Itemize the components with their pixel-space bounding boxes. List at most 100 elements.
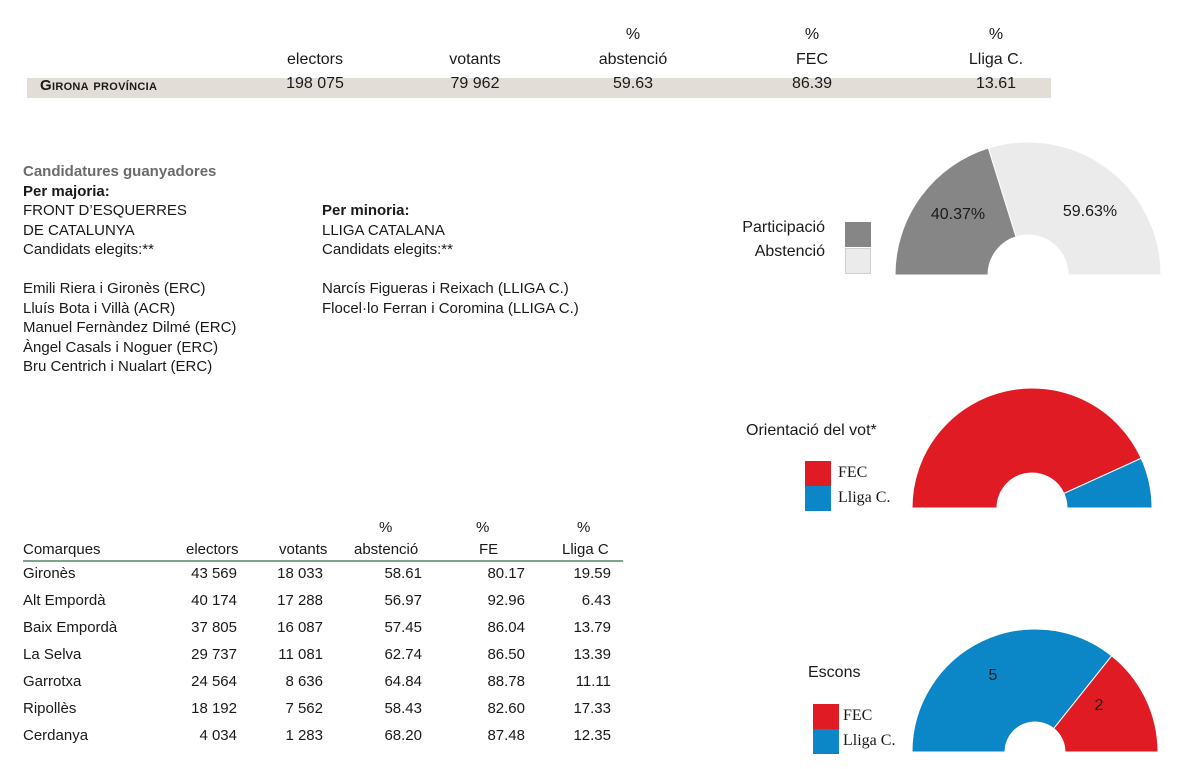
legend-swatch-fec [805, 461, 831, 486]
escons-data-label: 2 [1095, 697, 1104, 714]
table-cell-value: 8 636 [285, 673, 323, 690]
majoria-candidate: Bru Centrich i Nualart (ERC) [23, 358, 213, 375]
table-header-divider [23, 560, 623, 562]
table-cell-value: 58.43 [384, 700, 422, 717]
table-cell-value: 62.74 [384, 646, 422, 663]
table-cell-value: 86.04 [487, 619, 525, 636]
legend-abstencio: Abstenció [754, 243, 825, 260]
escons-slice-fec [1053, 655, 1159, 753]
table-row: Cerdanya 4 034 1 283 68.20 87.48 12.35 [23, 723, 623, 750]
table-cell-value: 24 564 [191, 673, 237, 690]
table-cell-value: 6.43 [581, 592, 611, 609]
table-cell-value: 40 174 [191, 592, 237, 609]
table-header-row: % % % Comarques electors votants abstenc… [23, 517, 623, 562]
escons-slice-lliga-c [911, 628, 1113, 753]
table-cell-comarca: Cerdanya [23, 727, 89, 744]
participacio-data-label: 40.37% [931, 206, 985, 223]
participacio-slice-participaci [894, 147, 1017, 276]
table-cell-value: 19.59 [573, 565, 611, 582]
table-header-electors: electors [186, 541, 239, 558]
participacio-slice-abstenci [987, 141, 1162, 276]
table-header-top-fe: % [476, 519, 490, 536]
legend-swatch-lliga [805, 486, 831, 511]
table-cell-value: 56.97 [384, 592, 422, 609]
minoria-candidate: Flocel·lo Ferran i Coromina (LLIGA C.) [322, 299, 579, 317]
table-cell-value: 88.78 [487, 673, 525, 690]
table-cell-value: 68.20 [384, 727, 422, 744]
candidatures-title: Candidatures guanyadores [23, 163, 217, 180]
table-header-top-abstencio: % [379, 519, 393, 536]
table-cell-value: 1 283 [285, 727, 323, 744]
minoria-candidate: Narcís Figueras i Reixach (LLIGA C.) [322, 280, 569, 297]
table-cell-value: 82.60 [487, 700, 525, 717]
table-cell-value: 86.50 [487, 646, 525, 663]
table-row: Alt Empordà 40 174 17 288 56.97 92.96 6.43 [23, 588, 623, 615]
minoria-party: LLIGA CATALANA [322, 221, 445, 239]
legend-swatch-escons-lliga [813, 729, 839, 754]
majoria-label: Per majoria: [23, 182, 110, 200]
table-header-comarques: Comarques [23, 541, 101, 558]
majoria-party-line1: FRONT D’ESQUERRES [23, 202, 187, 219]
orientacio-slice-fec [911, 387, 1142, 509]
table-cell-value: 11.11 [575, 673, 611, 690]
table-cell-value: 64.84 [384, 673, 422, 690]
escons-half-donut: 52 [911, 628, 1159, 753]
table-row: Garrotxa 24 564 8 636 64.84 88.78 11.11 [23, 669, 623, 696]
table-cell-value: 16 087 [277, 619, 323, 636]
table-row: Baix Empordà 37 805 16 087 57.45 86.04 13.79 [23, 615, 623, 642]
summary-value-electors: 198 075 [286, 75, 344, 92]
table-cell-value: 12.35 [573, 727, 611, 744]
summary-value-lliga: 13.61 [975, 75, 1017, 92]
legend-swatch-escons-fec [813, 704, 839, 729]
majoria-party-line2: DE CATALUNYA [23, 221, 135, 239]
table-cell-value: 17.33 [573, 700, 611, 717]
table-cell-value: 29 737 [191, 646, 237, 663]
majoria-candidate: Lluís Bota i Villà (ACR) [23, 299, 176, 317]
comarques-table: % % % Comarques electors votants abstenc… [23, 517, 623, 750]
table-header-abstencio: abstenció [354, 541, 419, 558]
table-header-lliga: Lliga C [562, 541, 609, 558]
table-cell-comarca: Ripollès [23, 700, 77, 717]
candidatures-minoria: Per minoria: LLIGA CATALANA Candidats el… [322, 201, 642, 318]
legend-swatch-abstencio [845, 248, 871, 274]
table-cell-value: 13.39 [573, 646, 611, 663]
summary-header-votants: votants [449, 51, 501, 68]
table-body: Gironès 43 569 18 033 58.61 80.17 19.59 Alt Em… [23, 561, 623, 750]
table-cell-comarca: La Selva [23, 646, 82, 663]
legend-swatch-participacio [845, 222, 871, 247]
summary-value-votants: 79 962 [450, 75, 500, 92]
summary-value-fec: 86.39 [791, 75, 833, 92]
summary-header-lliga: Lliga C. [968, 51, 1024, 68]
table-cell-value: 37 805 [191, 619, 237, 636]
legend-lliga: Lliga C. [838, 489, 891, 506]
table-cell-comarca: Alt Empordà [23, 592, 106, 609]
majoria-candidate: Manuel Fernàndez Dilmé (ERC) [23, 319, 237, 336]
majoria-elected-label: Candidats elegits:** [23, 241, 154, 258]
table-cell-value: 18 192 [191, 700, 237, 717]
table-cell-value: 43 569 [191, 565, 237, 582]
minoria-elected-label: Candidats elegits:** [322, 241, 453, 258]
table-cell-value: 7 562 [285, 700, 323, 717]
table-cell-comarca: Garrotxa [23, 673, 82, 690]
chart-orientacio-title: Orientació del vot* [746, 422, 877, 439]
summary-header-top-abstencio: % [625, 26, 641, 43]
table-cell-value: 92.96 [487, 592, 525, 609]
orientacio-slice-lliga-c [1063, 457, 1153, 509]
table-header-top-lliga: % [577, 519, 591, 536]
participacio-half-donut: 40.37% 59.63% [894, 141, 1162, 276]
table-cell-comarca: Baix Empordà [23, 619, 118, 636]
summary-header-top-fec: % [804, 26, 820, 43]
summary-header-electors: electors [286, 51, 344, 68]
table-header-votants: votants [279, 541, 328, 558]
majoria-candidate: Àngel Casals i Noguer (ERC) [23, 338, 219, 356]
summary-bar [27, 78, 1051, 98]
table-cell-value: 80.17 [487, 565, 525, 582]
legend-escons-lliga: Lliga C. [843, 732, 896, 749]
table-row: La Selva 29 737 11 081 62.74 86.50 13.39 [23, 642, 623, 669]
summary-header-top-lliga: % [988, 26, 1004, 43]
table-row: Gironès 43 569 18 033 58.61 80.17 19.59 [23, 561, 623, 588]
table-header-fe: FE [479, 541, 499, 558]
summary-header-fec: FEC [796, 51, 828, 68]
orientacio-half-donut [911, 387, 1153, 509]
table-cell-value: 57.45 [384, 619, 422, 636]
